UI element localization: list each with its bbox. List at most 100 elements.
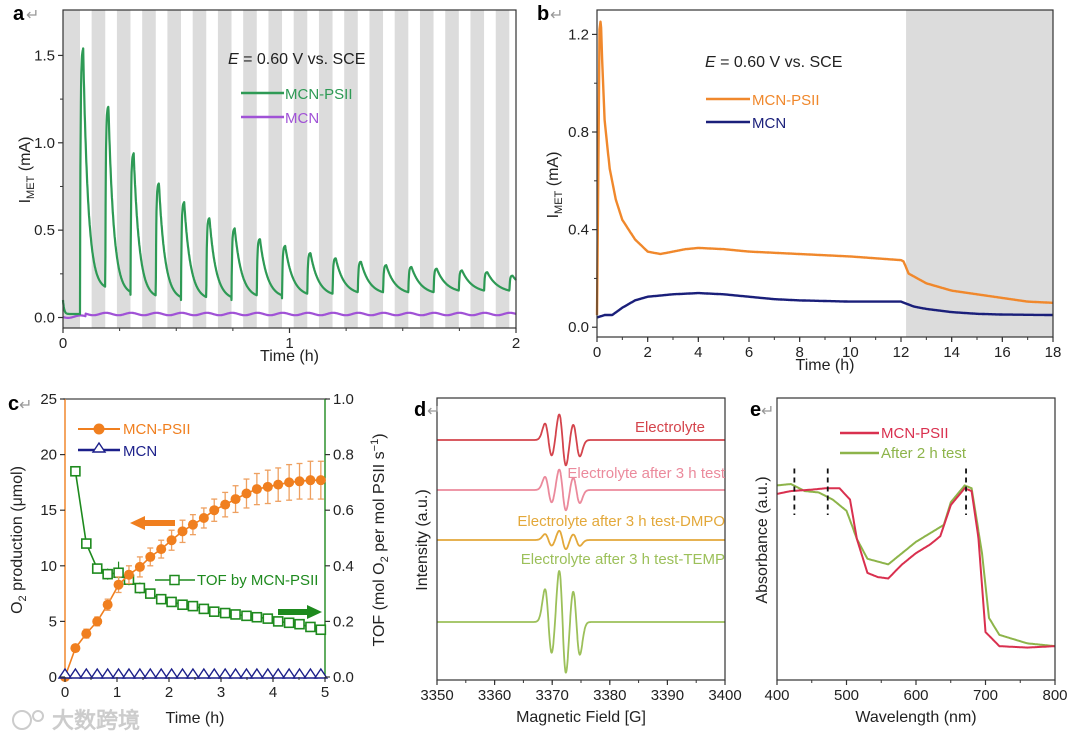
- legend-label-a-0: MCN-PSII: [285, 86, 353, 103]
- y-label-part: TOF (mol O: [371, 562, 388, 646]
- x-tick-label-b: 4: [694, 344, 702, 361]
- return-mark: ↵: [761, 403, 774, 420]
- x-tick-label-e: 500: [834, 687, 859, 704]
- x-tick-label-b: 12: [893, 344, 910, 361]
- tof-marker: [262, 613, 274, 624]
- y-tick-label-c-left: 0: [49, 669, 57, 686]
- mcn-triangle-marker: [281, 667, 297, 679]
- tof-marker: [315, 624, 327, 636]
- tof-marker: [230, 609, 241, 620]
- o2-marker: [209, 505, 220, 516]
- tof-marker: [187, 600, 199, 612]
- y-tick-label-c-left: 25: [40, 391, 57, 408]
- return-mark: ↵: [550, 7, 563, 24]
- dark-interval-band: [268, 10, 283, 328]
- watermark-text: 大数跨境: [52, 708, 140, 733]
- return-mark: ↵: [427, 403, 440, 420]
- x-tick-label-b: 8: [795, 344, 803, 361]
- tof-marker: [91, 563, 103, 574]
- y-tick-label-c-left: 10: [40, 558, 57, 575]
- annotation-text: = 0.60 V vs. SCE: [716, 54, 843, 71]
- tof-marker: [305, 621, 316, 633]
- tof-marker: [272, 616, 284, 627]
- x-tick-label-d: 3380: [593, 687, 626, 704]
- o2-marker: [70, 643, 81, 654]
- mcn-triangle-marker: [292, 667, 307, 679]
- legend-marker-square: [169, 574, 180, 586]
- legend-label-a-1: MCN: [285, 110, 319, 127]
- tof-marker: [113, 567, 124, 579]
- o2-marker: [284, 477, 295, 488]
- legend-label-c-1: MCN: [123, 443, 157, 460]
- mcn-triangle-marker: [100, 667, 115, 679]
- o2-marker: [166, 535, 177, 546]
- dark-interval-band: [318, 10, 333, 328]
- x-tick-label-e: 600: [903, 687, 928, 704]
- right-arrow-icon: [278, 605, 322, 619]
- panel-label-d: d: [414, 399, 426, 421]
- dark-interval-band: [91, 10, 106, 328]
- x-tick-label-e: 700: [973, 687, 998, 704]
- o2-marker: [177, 526, 188, 537]
- mcn-triangle-marker: [68, 667, 83, 679]
- dark-interval-band: [142, 10, 156, 328]
- o2-marker: [273, 479, 284, 490]
- y-label-main: I: [17, 199, 34, 203]
- mcn-triangle-marker: [175, 667, 190, 679]
- tof-marker: [70, 465, 81, 477]
- mcn-triangle-marker: [79, 667, 94, 679]
- y-label-part: production (μmol): [9, 466, 26, 595]
- series-line-mcn-psii: [595, 20, 1054, 316]
- potential-annotation-b: E = 0.60 V vs. SCE: [705, 54, 842, 71]
- annotation-text: = 0.60 V vs. SCE: [239, 51, 366, 68]
- watermark-logo-icon: [32, 710, 44, 722]
- o2-marker: [81, 628, 92, 639]
- tof-marker: [144, 588, 156, 599]
- y-tick-label-c-right: 0.6: [333, 502, 354, 519]
- y-tick-label-c-left: 5: [49, 613, 57, 630]
- epr-spectrum-2: [436, 529, 726, 550]
- x-axis-label-e: Wavelength (nm): [855, 709, 976, 726]
- epr-spectrum-3: [436, 570, 726, 674]
- dark-interval-band: [445, 10, 459, 328]
- dark-interval-band: [116, 10, 131, 328]
- tof-marker: [134, 582, 146, 594]
- dark-interval-band: [470, 10, 485, 328]
- panel-label-e: e: [750, 399, 761, 421]
- x-tick-label-c: 3: [217, 684, 225, 701]
- y-axis-label-b: IMET (mA): [545, 152, 565, 219]
- y-label-unit: (mA): [17, 137, 34, 176]
- tof-marker: [208, 606, 220, 617]
- x-tick-label-c: 2: [165, 684, 173, 701]
- annotation-italic: E: [228, 51, 239, 68]
- y-tick-label-b: 0.0: [568, 319, 589, 336]
- o2-marker: [145, 551, 156, 562]
- mcn-triangle-marker: [270, 667, 286, 679]
- y-label-part: ): [371, 433, 388, 438]
- y-label-sup: −1: [369, 439, 381, 452]
- dark-interval-band: [217, 10, 232, 328]
- panel-label-b: b: [537, 3, 549, 25]
- tof-marker: [177, 599, 188, 611]
- y-tick-label-a: 1.0: [34, 135, 55, 152]
- left-arrow-icon: [130, 516, 175, 530]
- mcn-triangle-marker: [142, 667, 158, 679]
- mcn-triangle-marker: [206, 667, 222, 679]
- y-label-part: per mol PSII s: [371, 451, 388, 556]
- return-mark: ↵: [26, 7, 39, 24]
- o2-marker: [315, 475, 326, 486]
- epr-spectrum-1: [436, 468, 726, 512]
- potential-annotation-a: E = 0.60 V vs. SCE: [228, 51, 365, 68]
- y-label-unit: (mA): [545, 152, 562, 191]
- x-tick-label-b: 2: [643, 344, 651, 361]
- y-tick-label-b: 0.8: [568, 124, 589, 141]
- o2-marker: [102, 599, 113, 610]
- series-line-mcn: [62, 311, 517, 319]
- x-tick-label-b: 0: [593, 344, 601, 361]
- x-tick-label-b: 16: [994, 344, 1011, 361]
- y-axis-label-left-c: O2 production (μmol): [9, 466, 29, 614]
- tof-marker: [102, 568, 113, 580]
- tof-marker: [251, 611, 263, 623]
- mcn-triangle-marker: [196, 667, 212, 679]
